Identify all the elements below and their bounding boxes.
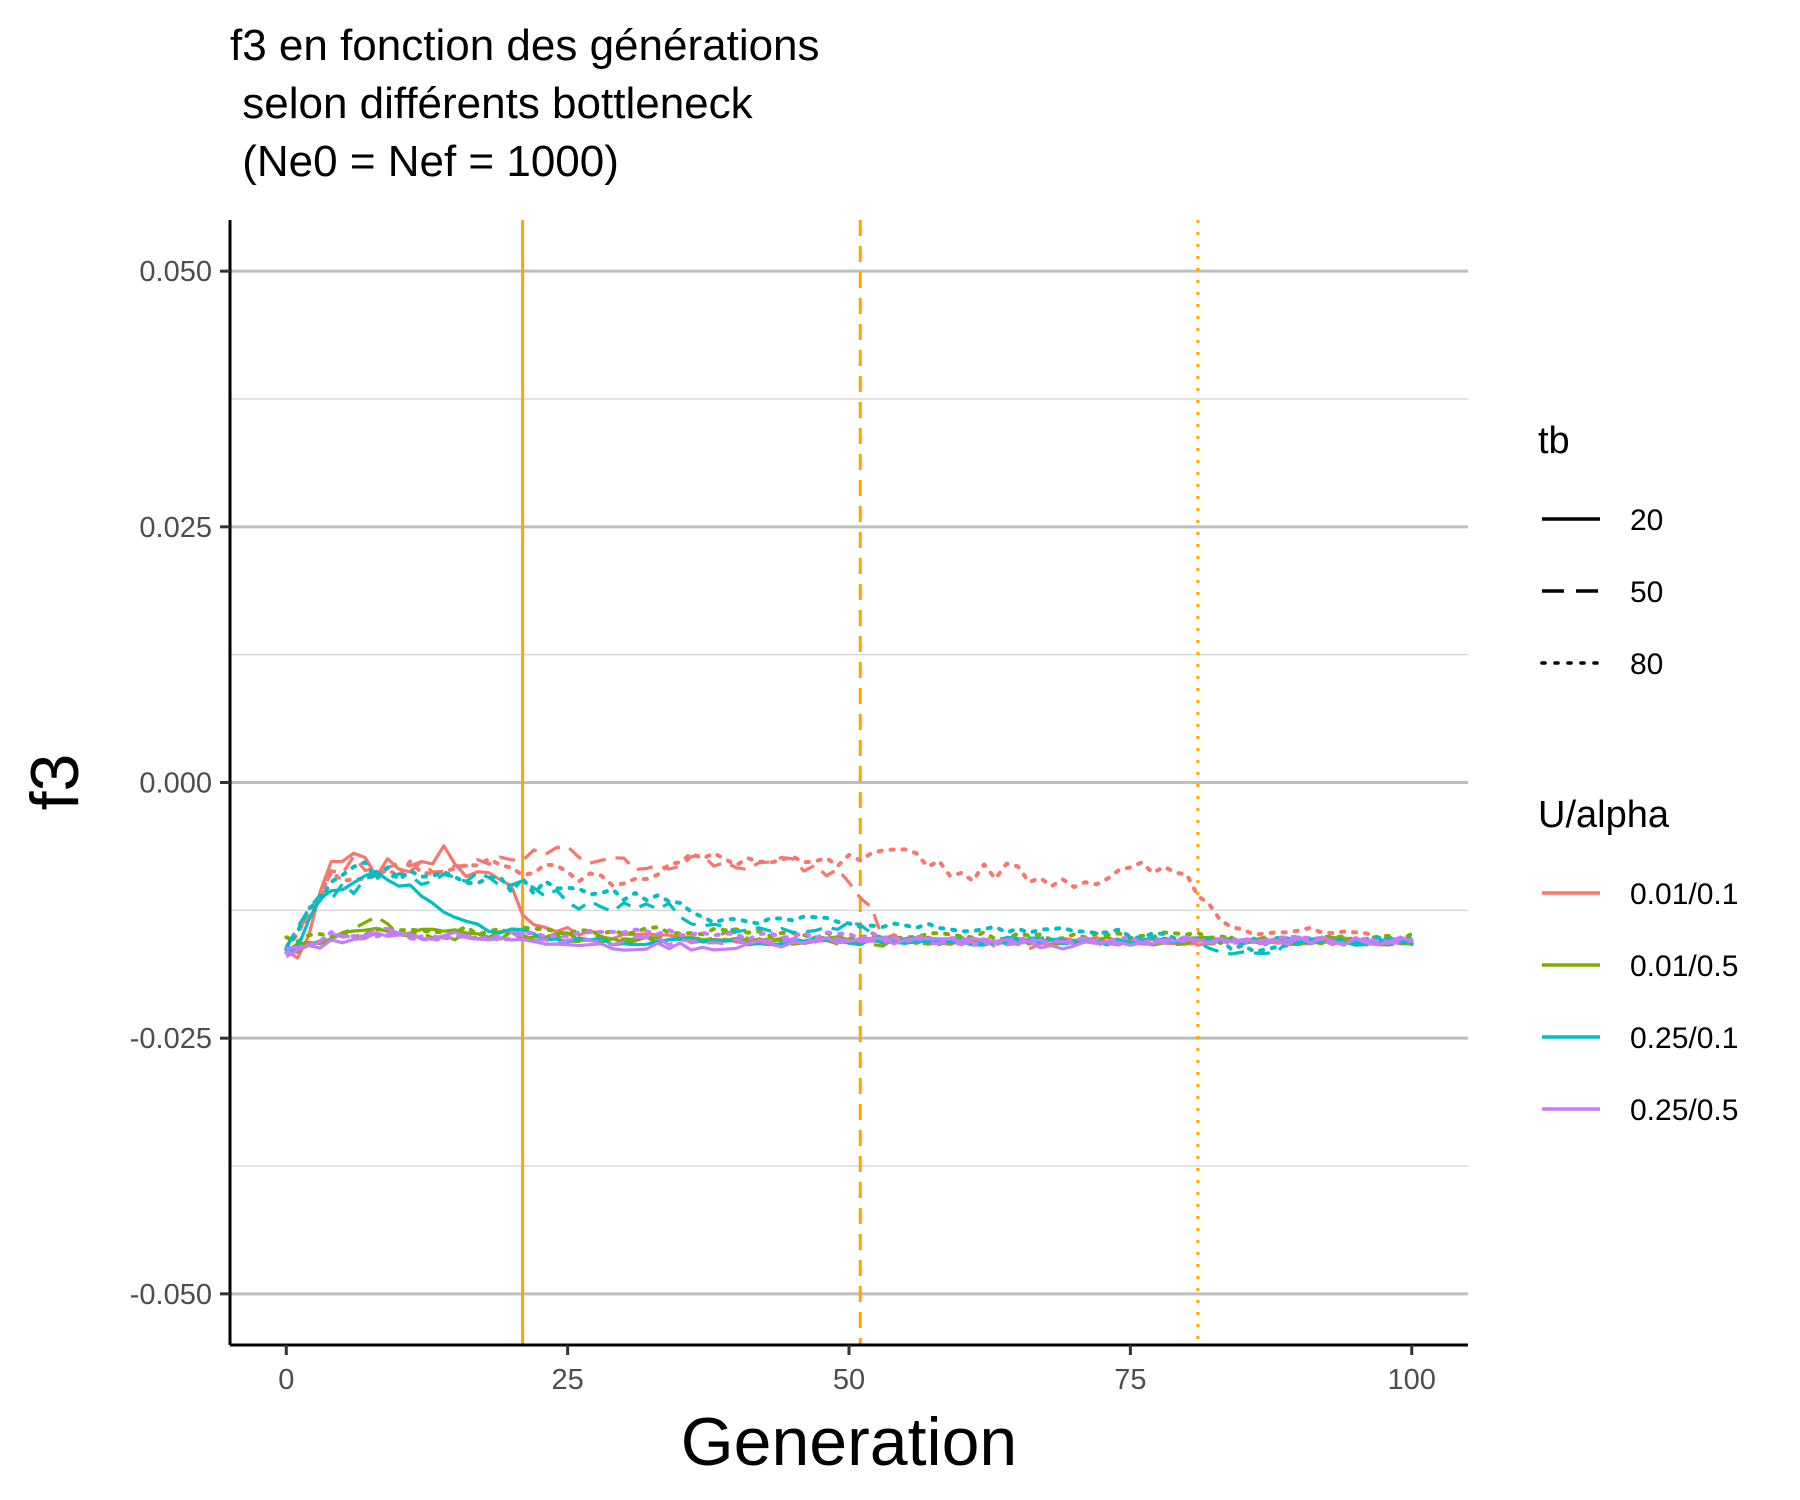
- series-0-25-0-1-tb50: [284, 870, 1413, 956]
- legend-tb-label-50: 50: [1630, 576, 1663, 609]
- x-tick-label-4: 100: [1388, 1364, 1436, 1396]
- x-axis-label: Generation: [681, 1404, 1017, 1480]
- legend-tb-label-80: 80: [1630, 648, 1663, 681]
- y-axis-ticks: 0.050 0.025 0.000 -0.025 -0.050: [130, 256, 230, 1311]
- series-0-01-0-1-tb50: [284, 844, 1413, 951]
- chart-title-line-3: (Ne0 = Nef = 1000): [230, 137, 619, 186]
- series-0-25-0-5-tb80: [284, 927, 1414, 955]
- legend-ualpha: U/alpha 0.01/0.1 0.01/0.5 0.25/0.1 0.25/0.5: [1538, 794, 1738, 1127]
- legend-tb-label-20: 20: [1630, 504, 1663, 537]
- series-0-01-0-1-tb80: [284, 847, 1414, 951]
- legend-ualpha-label-0: 0.01/0.1: [1630, 878, 1738, 911]
- legend-ualpha-label-1: 0.01/0.5: [1630, 950, 1738, 983]
- x-tick-label-3: 75: [1114, 1364, 1146, 1396]
- series-lines: [284, 844, 1414, 960]
- y-tick-label-2: 0.000: [139, 768, 212, 800]
- chart-title-line-2: selon différents bottleneck: [230, 79, 754, 128]
- x-axis-ticks: 0 25 50 75 100: [278, 1345, 1436, 1396]
- bottleneck-lines: [521, 220, 1200, 1345]
- y-tick-label-1: 0.025: [139, 512, 212, 544]
- legend-tb: tb 20 50 80: [1538, 420, 1663, 681]
- series-0-25-0-1-tb80: [284, 860, 1414, 954]
- legend-ualpha-title: U/alpha: [1538, 794, 1670, 836]
- grid: [230, 269, 1468, 1296]
- x-tick-label-1: 25: [552, 1364, 584, 1396]
- x-tick-label-2: 50: [833, 1364, 865, 1396]
- legend-ualpha-label-2: 0.25/0.1: [1630, 1022, 1738, 1055]
- legend-tb-title: tb: [1538, 420, 1570, 462]
- y-tick-label-0: 0.050: [139, 256, 212, 288]
- chart-title-line-1: f3 en fonction des générations: [230, 21, 820, 70]
- x-tick-label-0: 0: [278, 1364, 294, 1396]
- legend-ualpha-label-3: 0.25/0.5: [1630, 1094, 1738, 1127]
- y-tick-label-3: -0.025: [130, 1023, 212, 1055]
- y-axis-label: f3: [17, 754, 93, 811]
- series-0-01-0-5-tb80: [284, 924, 1414, 946]
- y-tick-label-4: -0.050: [130, 1279, 212, 1311]
